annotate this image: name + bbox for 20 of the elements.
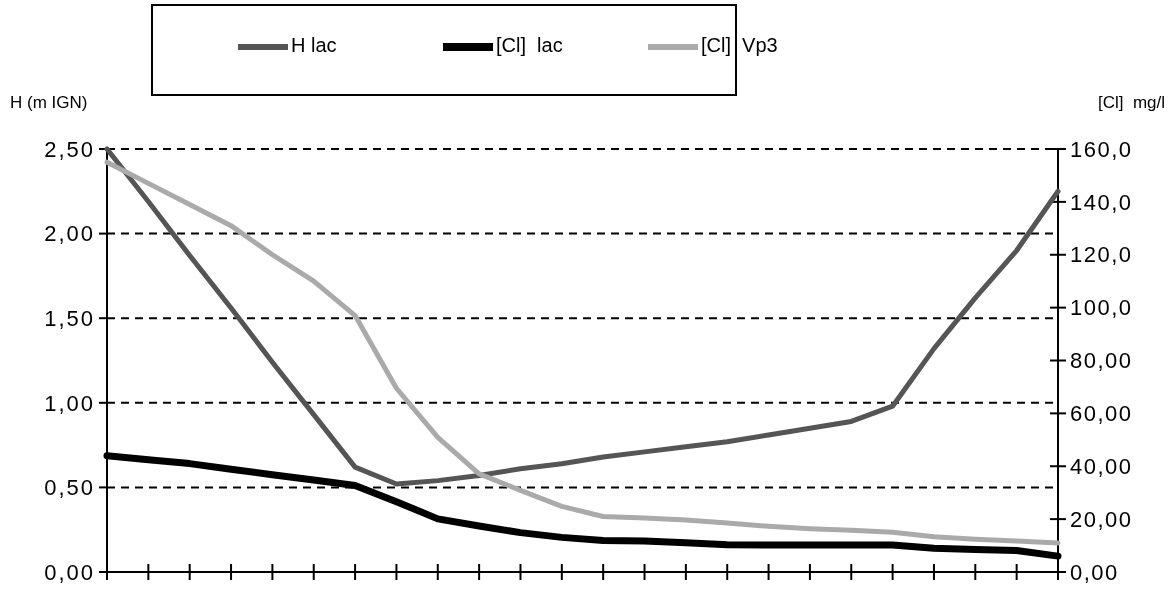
y2-tick-label: 0,00 — [1070, 559, 1119, 585]
legend-label: H lac — [291, 34, 337, 56]
y-tick-label: 0,50 — [44, 475, 95, 501]
y-tick-label: 1,50 — [44, 305, 95, 331]
y2-tick-label: 140,0 — [1070, 189, 1133, 215]
y2-tick-label: 40,00 — [1070, 453, 1133, 479]
y2-tick-label: 160,0 — [1070, 136, 1133, 162]
y-axis-title: H (m IGN) — [10, 93, 88, 112]
legend-label: [Cl] Vp3 — [701, 34, 778, 56]
y2-tick-label: 60,00 — [1070, 401, 1133, 427]
y2-tick-label: 80,00 — [1070, 348, 1133, 374]
y-tick-label: 2,50 — [44, 136, 95, 162]
y-tick-label: 2,00 — [44, 221, 95, 247]
legend-label: [Cl] lac — [496, 34, 563, 56]
y2-tick-label: 100,0 — [1070, 295, 1133, 321]
y2-axis-title: [Cl] mg/l — [1097, 93, 1165, 112]
y2-tick-label: 20,00 — [1070, 506, 1133, 532]
y2-tick-label: 120,0 — [1070, 242, 1133, 268]
y-tick-label: 0,00 — [44, 559, 95, 585]
y-tick-label: 1,00 — [44, 390, 95, 416]
